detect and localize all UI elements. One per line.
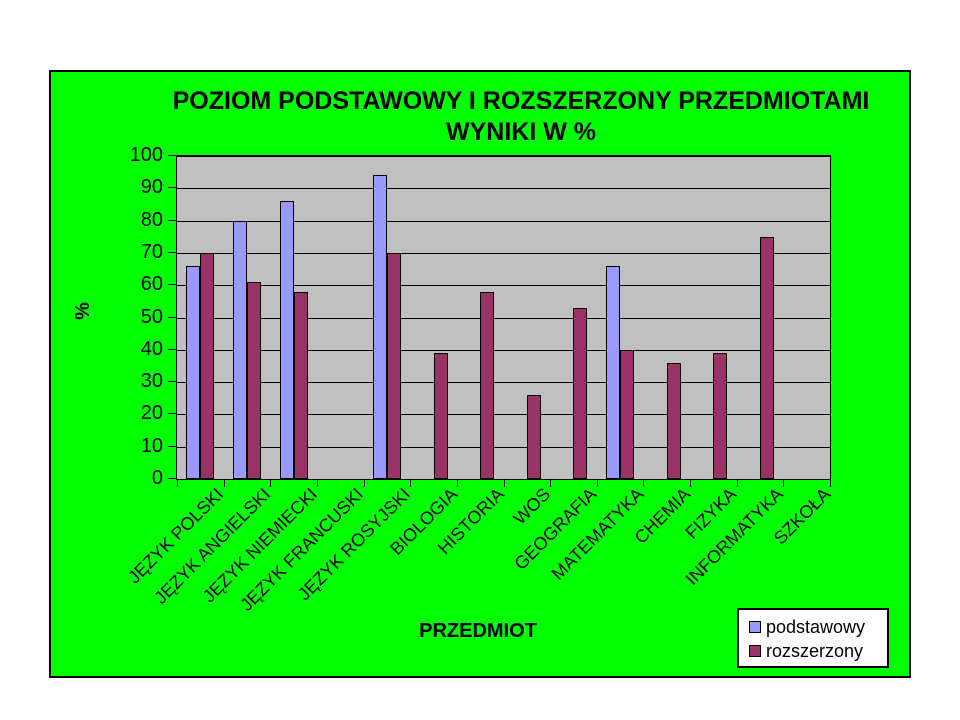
legend-label-rozszerzony: rozszerzony bbox=[766, 641, 864, 661]
x-tick bbox=[363, 480, 365, 487]
bar-rozszerzony-11 bbox=[713, 353, 728, 479]
gridline-40 bbox=[177, 349, 830, 351]
x-tick bbox=[223, 480, 225, 487]
y-tick bbox=[168, 187, 176, 189]
y-tick bbox=[168, 348, 176, 350]
x-tick bbox=[503, 480, 505, 487]
bar-rozszerzony-4 bbox=[386, 252, 401, 479]
gridline-70 bbox=[177, 252, 830, 254]
gridline-20 bbox=[177, 414, 830, 416]
x-tick bbox=[410, 480, 412, 487]
y-tick-label: 60 bbox=[140, 273, 163, 296]
chart-frame: POZIOM PODSTAWOWY I ROZSZERZONY PRZEDMIO… bbox=[49, 70, 911, 678]
bar-rozszerzony-9 bbox=[620, 349, 635, 479]
bar-podstawowy-9 bbox=[606, 265, 621, 479]
y-tick-label: 100 bbox=[129, 144, 163, 166]
bar-rozszerzony-7 bbox=[526, 395, 541, 479]
x-tick bbox=[550, 480, 552, 487]
legend-label-podstawowy: podstawowy bbox=[766, 617, 866, 637]
bar-rozszerzony-1 bbox=[246, 281, 261, 479]
x-axis-title: PRZEDMIOT bbox=[419, 620, 537, 642]
y-tick-label: 80 bbox=[140, 208, 163, 231]
chart-title-line2: WYNIKI W % bbox=[446, 118, 596, 146]
y-tick bbox=[168, 478, 176, 479]
legend-swatch-podstawowy bbox=[749, 621, 761, 633]
y-axis-title: % bbox=[72, 302, 94, 320]
y-tick-label: 10 bbox=[140, 434, 163, 457]
x-tick bbox=[643, 480, 645, 487]
y-tick-label: 30 bbox=[140, 370, 163, 393]
x-tick bbox=[456, 480, 458, 487]
x-tick bbox=[690, 480, 692, 487]
y-tick bbox=[168, 381, 176, 383]
bar-rozszerzony-0 bbox=[200, 252, 215, 479]
gridline-80 bbox=[177, 220, 830, 222]
bar-podstawowy-2 bbox=[279, 201, 294, 479]
x-tick bbox=[177, 480, 178, 487]
gridline-10 bbox=[177, 446, 830, 448]
gridline-30 bbox=[177, 382, 830, 384]
x-tick bbox=[596, 480, 598, 487]
y-tick bbox=[168, 445, 176, 447]
chart-title: POZIOM PODSTAWOWY I ROZSZERZONY PRZEDMIO… bbox=[151, 86, 891, 148]
y-tick-label: 50 bbox=[140, 305, 163, 328]
plot-area bbox=[176, 155, 831, 480]
y-tick bbox=[168, 284, 176, 286]
x-tick bbox=[736, 480, 738, 487]
y-tick-label: 90 bbox=[140, 176, 163, 199]
y-tick bbox=[168, 155, 176, 156]
legend-item-podstawowy: podstawowy bbox=[749, 615, 887, 639]
y-tick-label: 0 bbox=[151, 467, 163, 489]
bar-podstawowy-0 bbox=[186, 265, 201, 479]
x-tick bbox=[783, 480, 785, 487]
legend: podstawowy rozszerzony bbox=[737, 608, 889, 668]
y-tick-label: 40 bbox=[140, 337, 163, 360]
gridline-90 bbox=[177, 188, 830, 190]
bar-podstawowy-1 bbox=[232, 220, 247, 479]
y-tick bbox=[168, 219, 176, 221]
legend-item-rozszerzony: rozszerzony bbox=[749, 639, 887, 663]
bar-rozszerzony-2 bbox=[293, 291, 308, 479]
y-tick bbox=[168, 251, 176, 253]
y-tick-label: 70 bbox=[140, 240, 163, 263]
gridline-100 bbox=[177, 156, 830, 157]
gridline-50 bbox=[177, 317, 830, 319]
x-tick bbox=[316, 480, 318, 487]
bar-rozszerzony-10 bbox=[666, 362, 681, 479]
bar-rozszerzony-5 bbox=[433, 353, 448, 479]
y-tick-label: 20 bbox=[140, 402, 163, 425]
gridline-60 bbox=[177, 285, 830, 287]
x-tick bbox=[830, 480, 831, 487]
bar-podstawowy-4 bbox=[372, 175, 387, 479]
bar-rozszerzony-6 bbox=[480, 291, 495, 479]
bar-rozszerzony-12 bbox=[760, 236, 775, 479]
legend-swatch-rozszerzony bbox=[749, 645, 761, 657]
y-tick bbox=[168, 413, 176, 415]
chart-title-line1: POZIOM PODSTAWOWY I ROZSZERZONY PRZEDMIO… bbox=[172, 87, 870, 115]
bar-rozszerzony-8 bbox=[573, 307, 588, 479]
y-tick bbox=[168, 316, 176, 318]
x-tick bbox=[270, 480, 272, 487]
